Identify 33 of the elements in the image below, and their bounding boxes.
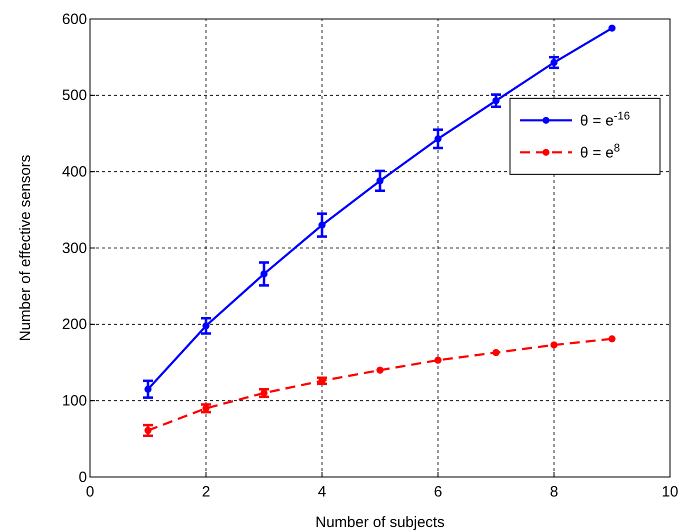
point bbox=[550, 341, 558, 349]
point bbox=[434, 135, 442, 142]
x-axis-title: Number of subjects bbox=[315, 514, 445, 531]
x-tick-label: 10 bbox=[662, 484, 678, 500]
x-tick-label: 2 bbox=[202, 484, 210, 500]
y-tick-label: 200 bbox=[62, 316, 87, 334]
point bbox=[608, 24, 616, 32]
point bbox=[202, 322, 210, 330]
point bbox=[376, 366, 384, 374]
x-tick-label: 4 bbox=[318, 484, 326, 500]
y-tick-label: 500 bbox=[62, 87, 87, 104]
point bbox=[434, 356, 442, 364]
legend-label: θ = e$^{8}$ bbox=[580, 142, 620, 162]
point bbox=[318, 222, 326, 229]
legend-label: θ = e$^{-16}$ bbox=[580, 110, 630, 130]
point bbox=[260, 270, 268, 278]
point bbox=[144, 426, 152, 434]
point bbox=[144, 386, 152, 393]
point bbox=[492, 349, 500, 356]
y-tick-label: 100 bbox=[62, 392, 87, 410]
x-tick-label: 6 bbox=[434, 484, 442, 500]
y-tick-label: 0 bbox=[78, 468, 87, 486]
y-tick-label: 400 bbox=[62, 163, 87, 180]
point bbox=[492, 97, 500, 104]
point bbox=[550, 58, 558, 66]
point bbox=[260, 389, 268, 397]
point bbox=[202, 404, 210, 412]
point bbox=[608, 335, 616, 342]
point bbox=[376, 177, 384, 184]
y-tick-label: 600 bbox=[62, 10, 87, 28]
x-tick-label: 8 bbox=[550, 484, 558, 500]
y-tick-label: 300 bbox=[62, 240, 87, 257]
y-axis-title: Number of effective sensors bbox=[17, 154, 34, 342]
